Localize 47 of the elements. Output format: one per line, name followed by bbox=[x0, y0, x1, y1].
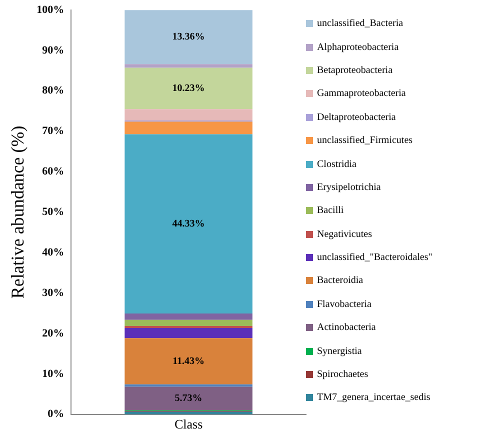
data-label: 44.33% bbox=[172, 218, 205, 230]
bar bbox=[124, 384, 252, 387]
legend-label: Bacteroidia bbox=[317, 275, 364, 286]
x-tick-label: Class bbox=[174, 416, 203, 432]
legend-label: Alphaproteobacteria bbox=[317, 42, 399, 53]
bar bbox=[124, 64, 252, 68]
legend-label: Synergistia bbox=[317, 346, 362, 357]
legend-label: Clostridia bbox=[317, 158, 356, 170]
legend-label: Gammaproteobacteria bbox=[317, 88, 406, 100]
bar bbox=[124, 109, 252, 120]
data-label: 11.43% bbox=[172, 356, 205, 367]
data-label: 10.23% bbox=[172, 83, 205, 94]
y-tick-label: 50% bbox=[42, 206, 64, 218]
legend-label: Erysipelotrichia bbox=[317, 182, 381, 193]
y-tick-label: 0% bbox=[48, 408, 64, 420]
y-tick-label: 60% bbox=[42, 166, 64, 178]
legend-label: unclassified_"Bacteroidales" bbox=[317, 252, 432, 264]
bar bbox=[124, 338, 252, 384]
bar bbox=[124, 320, 252, 326]
y-tick-label: 10% bbox=[42, 368, 64, 380]
y-axis-title: Relative abundance (%) bbox=[8, 126, 28, 299]
legend-label: TM7_genera_incertae_sedis bbox=[317, 392, 430, 404]
y-tick-label: 20% bbox=[42, 327, 64, 340]
y-tick-label: 80% bbox=[42, 84, 64, 97]
bar bbox=[124, 386, 252, 410]
bar bbox=[124, 122, 252, 134]
y-tick-label: 70% bbox=[42, 125, 64, 138]
legend-label: Negativicutes bbox=[317, 228, 372, 240]
data-label: 13.36% bbox=[172, 32, 205, 43]
legend-label: unclassified_Firmicutes bbox=[317, 135, 413, 146]
legend-label: Deltaproteobacteria bbox=[317, 112, 396, 123]
bar bbox=[124, 328, 252, 338]
bar bbox=[124, 68, 252, 110]
legend-label: Spirochaetes bbox=[317, 369, 368, 380]
bar bbox=[124, 10, 252, 64]
legend-label: Flavobacteria bbox=[317, 298, 372, 310]
data-label: 5.73% bbox=[174, 392, 202, 404]
y-tick-label: 40% bbox=[42, 246, 64, 258]
y-tick-label: 90% bbox=[42, 44, 64, 56]
bar bbox=[124, 313, 252, 320]
legend-label: Actinobacteria bbox=[317, 322, 376, 334]
legend-label: Bacilli bbox=[317, 205, 344, 216]
y-tick-label: 100% bbox=[36, 4, 64, 16]
legend-label: unclassified_Bacteria bbox=[317, 18, 404, 30]
legend-label: Betaproteobacteria bbox=[317, 64, 393, 76]
y-tick-label: 30% bbox=[42, 286, 64, 299]
bar bbox=[124, 134, 252, 314]
